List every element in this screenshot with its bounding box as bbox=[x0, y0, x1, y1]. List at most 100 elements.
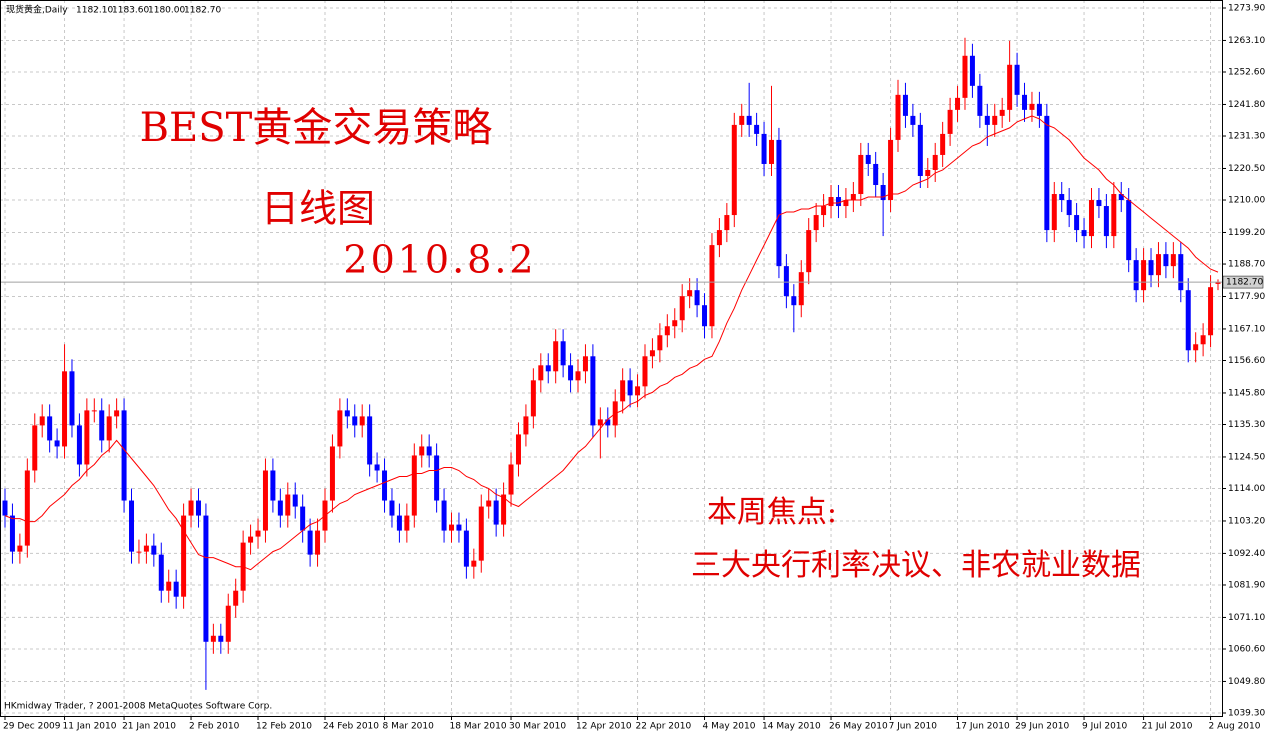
candle-body bbox=[821, 206, 827, 216]
y-tick-label: 1114.00 bbox=[1228, 484, 1265, 494]
candle-body bbox=[329, 446, 335, 501]
candle-body bbox=[114, 410, 120, 417]
y-tick-label: 1060.60 bbox=[1228, 644, 1265, 654]
candle-body bbox=[553, 341, 559, 372]
candle-body bbox=[620, 380, 626, 402]
candle-body bbox=[411, 455, 417, 516]
candle-body bbox=[597, 419, 603, 426]
x-tick-label: 4 May 2010 bbox=[703, 722, 756, 732]
candle-body bbox=[1193, 344, 1199, 351]
candle-body bbox=[1036, 103, 1042, 116]
candle-body bbox=[270, 470, 276, 501]
x-tick-label: 24 Feb 2010 bbox=[323, 722, 379, 732]
candle-body bbox=[262, 470, 268, 531]
x-tick-label: 12 Feb 2010 bbox=[256, 722, 312, 732]
candle-body bbox=[106, 416, 112, 441]
candle-body bbox=[426, 446, 432, 456]
candle-body bbox=[478, 506, 484, 561]
candle-body bbox=[791, 296, 797, 306]
candle-body bbox=[166, 581, 172, 591]
candle-body bbox=[129, 500, 135, 552]
candle-body bbox=[850, 194, 856, 201]
candle-body bbox=[984, 115, 990, 125]
candle-body bbox=[1081, 230, 1087, 237]
y-tick-label: 1071.10 bbox=[1228, 613, 1265, 623]
candle-body bbox=[925, 169, 931, 176]
candle-body bbox=[300, 506, 306, 531]
candle-body bbox=[493, 500, 499, 525]
annotation: BEST黄金交易策略 bbox=[140, 105, 493, 151]
candle-body bbox=[523, 416, 529, 435]
y-tick-label: 1092.40 bbox=[1228, 549, 1265, 559]
candle-body bbox=[352, 416, 358, 426]
candle-body bbox=[709, 245, 715, 327]
candle-body bbox=[880, 185, 886, 201]
candle-body bbox=[292, 494, 298, 507]
candle-body bbox=[582, 356, 588, 372]
candle-body bbox=[2, 500, 8, 516]
candle-body bbox=[865, 154, 871, 164]
candle-body bbox=[9, 515, 15, 552]
candle-body bbox=[635, 386, 641, 396]
candle-body bbox=[285, 494, 291, 516]
candle-body bbox=[396, 515, 402, 531]
candle-body bbox=[746, 115, 752, 125]
candle-body bbox=[724, 215, 730, 231]
candle-body bbox=[39, 416, 45, 426]
candle-body bbox=[1044, 115, 1050, 231]
candle-body bbox=[404, 515, 410, 531]
candle-body bbox=[1170, 254, 1176, 267]
y-tick-label: 1199.20 bbox=[1228, 228, 1265, 238]
candle-body bbox=[225, 605, 231, 642]
candle-body bbox=[24, 470, 30, 546]
candle-body bbox=[1141, 260, 1147, 291]
candle-body bbox=[731, 124, 737, 216]
candle-body bbox=[1059, 194, 1065, 201]
candle-body bbox=[1118, 194, 1124, 201]
candle-body bbox=[344, 410, 350, 417]
y-tick-label: 1081.90 bbox=[1228, 580, 1265, 590]
y-tick-label: 1103.20 bbox=[1228, 516, 1265, 526]
candle-body bbox=[910, 115, 916, 125]
y-tick-label: 1156.60 bbox=[1228, 356, 1265, 366]
candle-body bbox=[873, 163, 879, 186]
x-tick-label: 29 Jun 2010 bbox=[1015, 722, 1069, 732]
candle-body bbox=[1126, 200, 1132, 261]
last-price-box bbox=[1222, 275, 1264, 289]
candle-body bbox=[486, 500, 492, 507]
y-tick-label: 1273.90 bbox=[1228, 4, 1265, 14]
x-tick-label: 9 Jul 2010 bbox=[1082, 722, 1127, 732]
candle-body bbox=[255, 530, 261, 537]
annotation: 三大央行利率决议、非农就业数据 bbox=[691, 548, 1141, 583]
candle-body bbox=[1215, 282, 1221, 284]
candle-body bbox=[977, 85, 983, 116]
candle-body bbox=[672, 320, 678, 327]
x-tick-label: 18 Mar 2010 bbox=[450, 722, 507, 732]
candle-body bbox=[195, 500, 201, 516]
candle-body bbox=[463, 530, 469, 567]
candle-body bbox=[136, 551, 142, 553]
candle-body bbox=[545, 365, 551, 372]
candle-body bbox=[1178, 254, 1184, 291]
annotation: 本周焦点: bbox=[707, 495, 837, 530]
candle-body bbox=[359, 416, 365, 426]
candle-body bbox=[627, 380, 633, 396]
candle-body bbox=[1051, 194, 1057, 231]
candle-body bbox=[999, 109, 1005, 116]
candle-body bbox=[962, 55, 968, 98]
candle-body bbox=[835, 197, 841, 207]
candle-body bbox=[843, 200, 849, 207]
y-tick-label: 1188.70 bbox=[1228, 260, 1265, 270]
y-tick-label: 1241.80 bbox=[1228, 100, 1265, 110]
candle-body bbox=[739, 115, 745, 125]
y-tick-label: 1039.30 bbox=[1228, 709, 1265, 719]
candle-body bbox=[590, 356, 596, 426]
candle-body bbox=[530, 380, 536, 417]
candle-body bbox=[91, 410, 97, 412]
annotation: 2010.8.2 bbox=[343, 238, 536, 282]
header-low: 1180.00 bbox=[148, 6, 185, 16]
candle-body bbox=[501, 494, 507, 525]
candle-body bbox=[47, 416, 53, 441]
y-tick-label: 1210.00 bbox=[1228, 196, 1265, 206]
